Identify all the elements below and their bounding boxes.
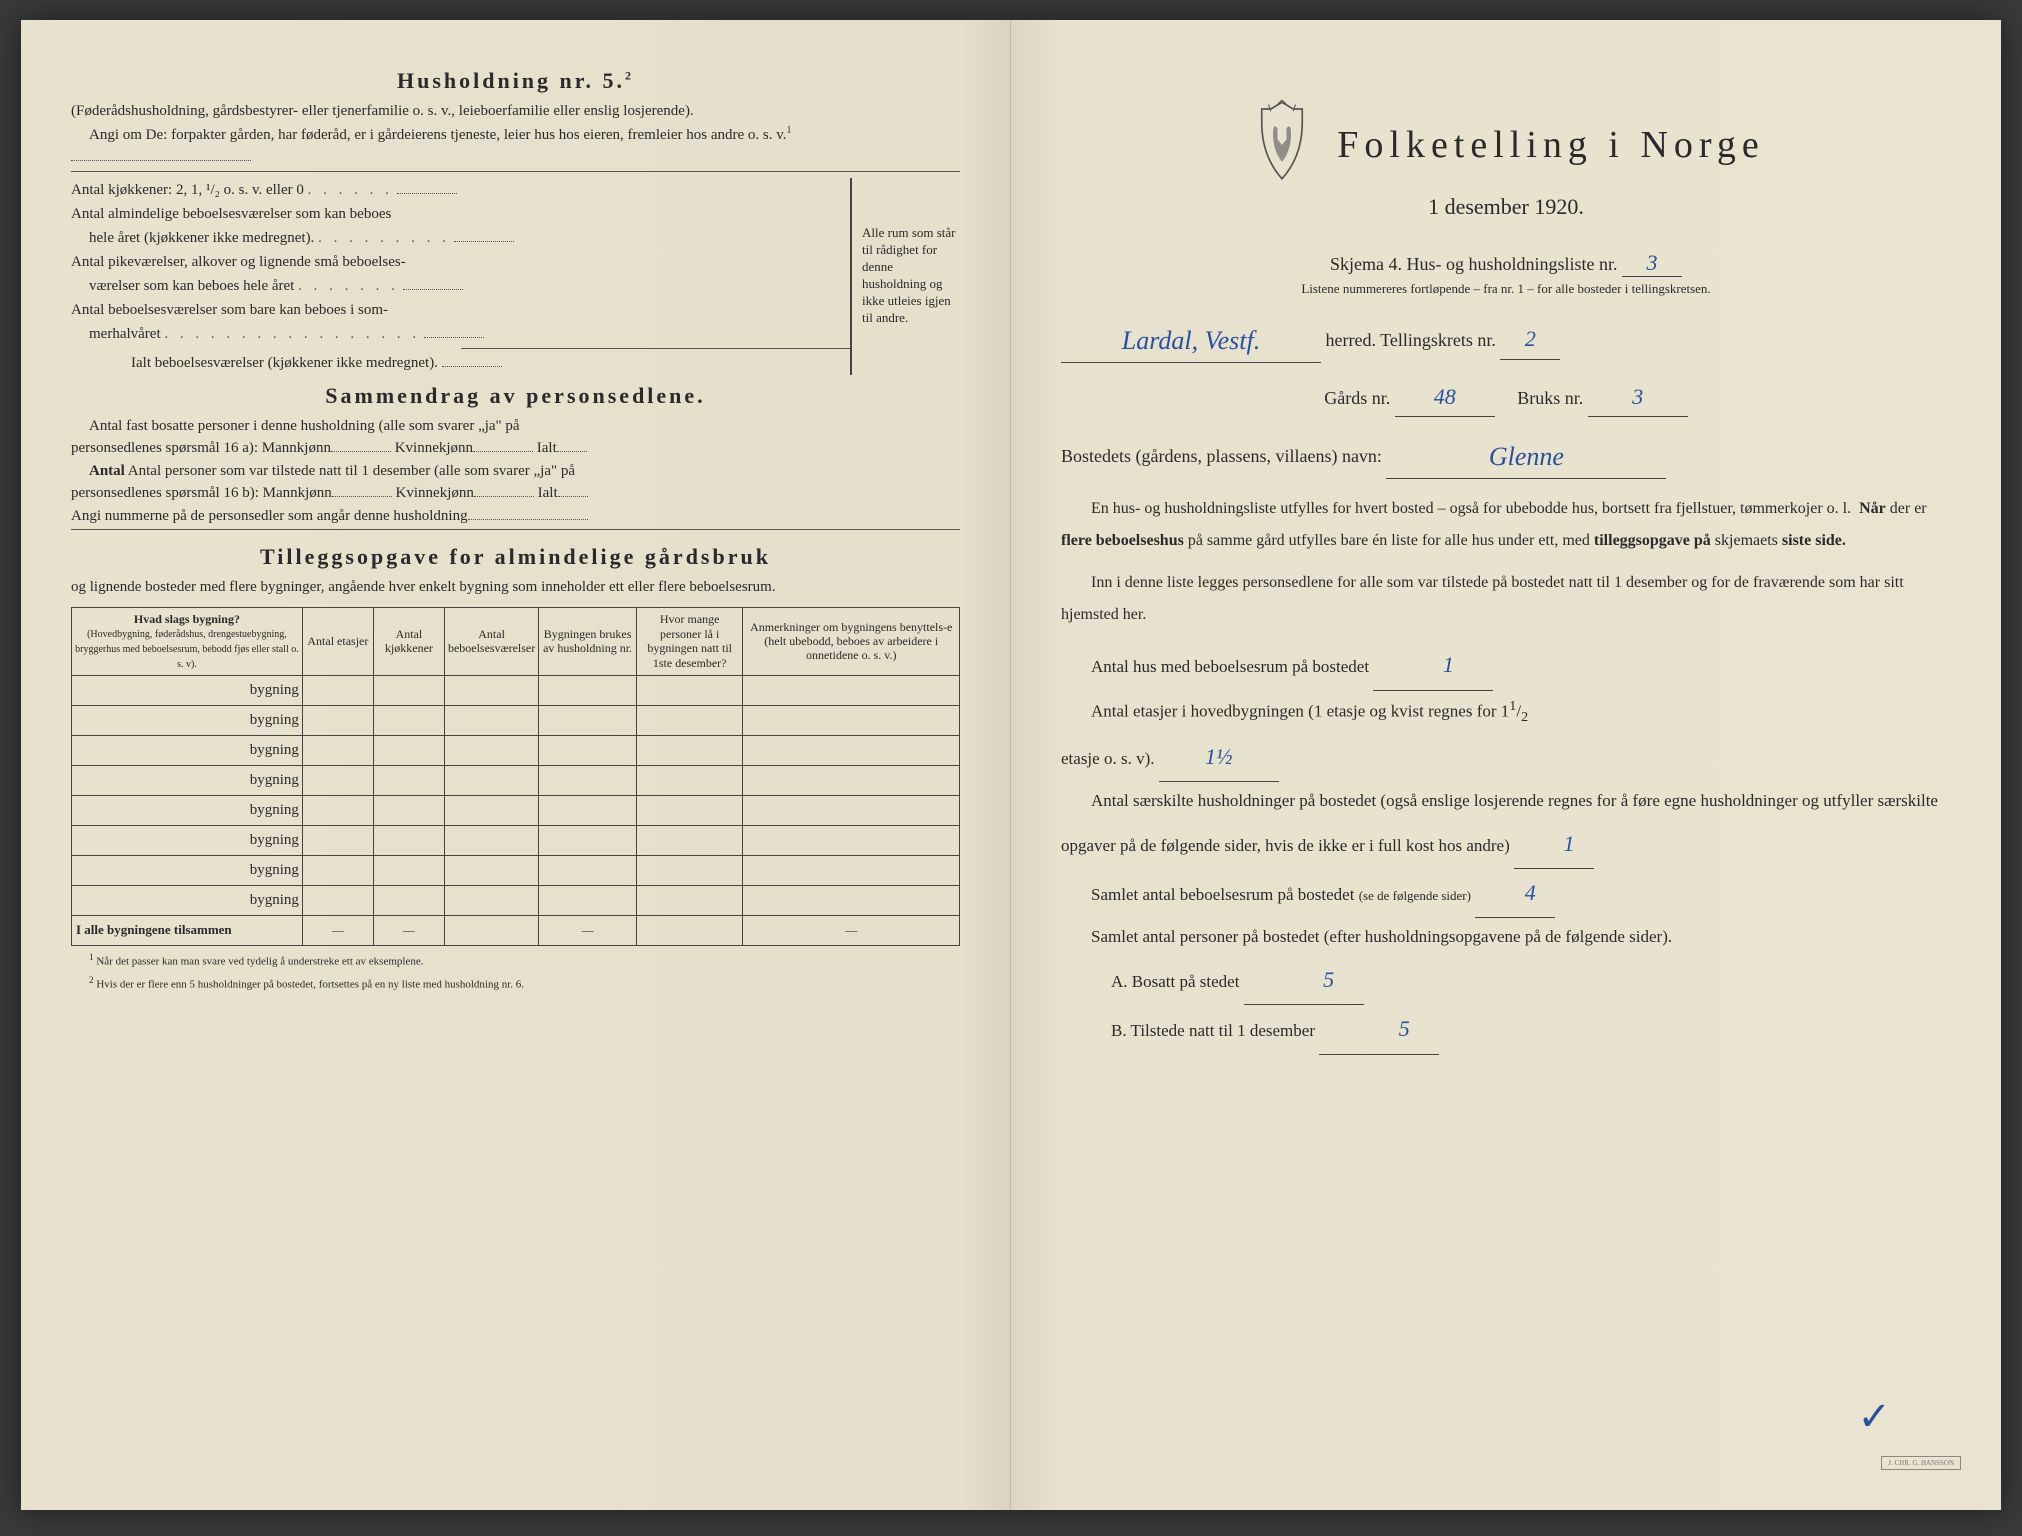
h5-intro: (Føderådshusholdning, gårdsbestyrer- ell… <box>71 100 960 123</box>
footnote-2: 2 Hvis der er flere enn 5 husholdninger … <box>71 975 960 992</box>
sam-line2: Antal Antal personer som var tilstede na… <box>71 460 960 483</box>
herred-line: Lardal, Vestf. herred. Tellingskrets nr.… <box>1061 315 1951 363</box>
sam-line2b: personsedlenes spørsmål 16 b): Mannkjønn… <box>71 482 960 505</box>
sam-line1: Antal fast bosatte personer i denne hush… <box>71 415 960 438</box>
th-bygning: Hvad slags bygning? (Hovedbygning, føder… <box>72 607 303 675</box>
table-row: bygning <box>72 675 960 705</box>
table-row: bygning <box>72 885 960 915</box>
para-1: En hus- og husholdningsliste utfylles fo… <box>1061 493 1951 557</box>
husholdning-5-title: Husholdning nr. 5.2 <box>71 68 960 94</box>
bygning-table: Hvad slags bygning? (Hovedbygning, føder… <box>71 607 960 946</box>
table-row: bygning <box>72 705 960 735</box>
tillegg-title: Tilleggsopgave for almindelige gårdsbruk <box>71 544 960 570</box>
main-title: Folketelling i Norge <box>1337 123 1765 167</box>
bosted-value: Glenne <box>1489 434 1564 481</box>
bosted-line: Bostedets (gårdens, plassens, villaens) … <box>1061 431 1951 479</box>
sam-line3: Angi nummerne på de personsedler som ang… <box>71 505 960 528</box>
rooms-block: Antal kjøkkener: 2, 1, ¹/₂ o. s. v. elle… <box>71 178 960 375</box>
printer-stamp: J. CHR. G. HANSSON <box>1881 1456 1961 1470</box>
crest-icon <box>1247 100 1317 190</box>
document-spread: Husholdning nr. 5.2 (Føderådshusholdning… <box>21 20 2001 1510</box>
q4: Samlet antal beboelsesrum på bostedet (s… <box>1061 869 1951 918</box>
listen-note: Listene nummereres fortløpende – fra nr.… <box>1061 281 1951 297</box>
gard-nr-value: 48 <box>1434 384 1456 409</box>
table-total-row: I alle bygningene tilsammen ———— <box>72 915 960 945</box>
right-page: Folketelling i Norge 1 desember 1920. Sk… <box>1011 20 2001 1510</box>
th-kjokken: Antal kjøkkener <box>373 607 444 675</box>
qB: B. Tilstede natt til 1 desember 5 <box>1061 1005 1951 1054</box>
sammendrag-title: Sammendrag av personsedlene. <box>71 383 960 409</box>
herred-value: Lardal, Vestf. <box>1122 318 1260 365</box>
subtitle: 1 desember 1920. <box>1061 194 1951 220</box>
table-row: bygning <box>72 765 960 795</box>
q1: Antal hus med beboelsesrum på bostedet 1 <box>1061 641 1951 690</box>
h5-angi: Angi om De: forpakter gården, har føderå… <box>71 123 960 169</box>
table-row: bygning <box>72 855 960 885</box>
left-page: Husholdning nr. 5.2 (Føderådshusholdning… <box>21 20 1011 1510</box>
gard-line: Gårds nr. 48 Bruks nr. 3 <box>1061 377 1951 418</box>
th-vaerelser: Antal beboelsesværelser <box>444 607 538 675</box>
checkmark-icon: ✓ <box>1857 1393 1891 1440</box>
th-personer: Hvor mange personer lå i bygningen natt … <box>636 607 743 675</box>
a4-value: 4 <box>1525 880 1536 905</box>
brace-note: Alle rum som står til rådighet for denne… <box>850 178 960 375</box>
table-row: bygning <box>72 735 960 765</box>
tillegg-intro: og lignende bosteder med flere bygninger… <box>71 576 960 599</box>
a3-value: 1 <box>1564 831 1575 856</box>
th-etasjer: Antal etasjer <box>302 607 373 675</box>
qA: A. Bosatt på stedet 5 <box>1061 956 1951 1005</box>
q3: Antal særskilte husholdninger på bostede… <box>1061 782 1951 869</box>
bruks-nr-value: 3 <box>1632 384 1643 409</box>
a1-value: 1 <box>1443 652 1454 677</box>
q2: Antal etasjer i hovedbygningen (1 etasje… <box>1061 691 1951 733</box>
a2-value: 1½ <box>1205 744 1233 769</box>
th-hushold: Bygningen brukes av husholdning nr. <box>539 607 637 675</box>
schema-nr-value: 3 <box>1647 250 1658 275</box>
table-row: bygning <box>72 795 960 825</box>
aB-value: 5 <box>1399 1016 1410 1041</box>
krets-nr-value: 2 <box>1525 326 1536 351</box>
th-anmerkn: Anmerkninger om bygningens benyttels-e (… <box>743 607 960 675</box>
table-row: bygning <box>72 825 960 855</box>
schema-line: Skjema 4. Hus- og husholdningsliste nr. … <box>1061 250 1951 277</box>
sam-line1b: personsedlenes spørsmål 16 a): Mannkjønn… <box>71 437 960 460</box>
aA-value: 5 <box>1323 967 1334 992</box>
q5: Samlet antal personer på bostedet (efter… <box>1061 918 1951 955</box>
footnote-1: 1 Når det passer kan man svare ved tydel… <box>71 952 960 969</box>
para-2: Inn i denne liste legges personsedlene f… <box>1061 567 1951 631</box>
q2b: etasje o. s. v). 1½ <box>1061 733 1951 782</box>
